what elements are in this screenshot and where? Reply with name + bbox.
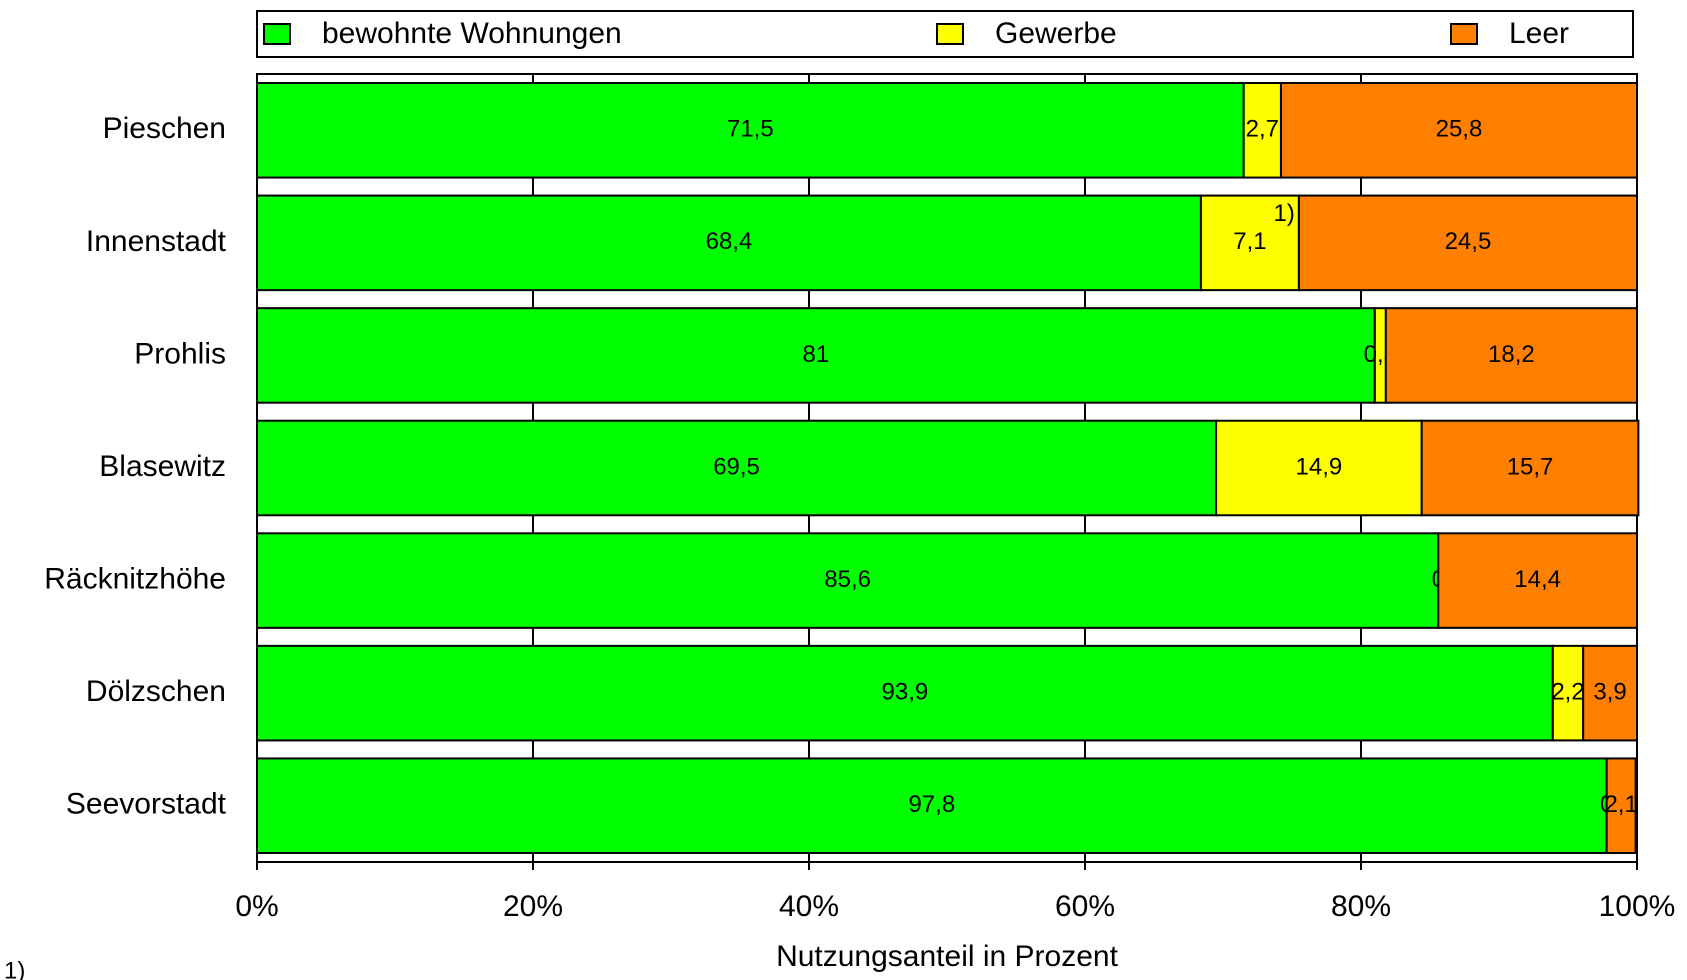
bar-segment bbox=[256, 194, 1202, 292]
data-label: 3,9 bbox=[1593, 678, 1626, 705]
x-tick-label: 0% bbox=[235, 890, 278, 923]
data-label: 97,8 bbox=[908, 791, 955, 818]
y-tick-label: Prohlis bbox=[134, 337, 226, 370]
bar-segment bbox=[256, 82, 1245, 179]
bar-segment bbox=[1279, 82, 1638, 179]
bar-segment bbox=[1582, 644, 1639, 742]
y-tick-label: Innenstadt bbox=[86, 225, 227, 258]
bar-segment bbox=[256, 307, 1376, 404]
legend-label: Leer bbox=[1509, 17, 1569, 50]
data-label: 15,7 bbox=[1507, 453, 1554, 480]
bar-segment bbox=[1215, 419, 1423, 517]
bar-segment bbox=[1420, 419, 1640, 517]
data-label: 24,5 bbox=[1445, 228, 1492, 255]
legend-swatch bbox=[1450, 23, 1478, 45]
data-label: 14,9 bbox=[1296, 453, 1343, 480]
data-label: 7,1 bbox=[1233, 228, 1266, 255]
legend-label: Gewerbe bbox=[995, 17, 1117, 50]
data-label: 71,5 bbox=[727, 116, 774, 143]
y-tick-label: Dölzschen bbox=[86, 675, 226, 708]
y-tick-label: Seevorstadt bbox=[66, 788, 227, 821]
y-tick-label: Pieschen bbox=[103, 112, 226, 145]
x-tick-label: 60% bbox=[1055, 890, 1115, 923]
bar-segment bbox=[1242, 82, 1282, 179]
x-tick-label: 20% bbox=[503, 890, 563, 923]
data-label: 69,5 bbox=[713, 453, 760, 480]
bar-segment bbox=[1437, 532, 1639, 629]
data-label: 14,4 bbox=[1514, 566, 1561, 593]
legend-label: bewohnte Wohnungen bbox=[322, 17, 622, 50]
bar-segment bbox=[1199, 194, 1300, 292]
x-tick-label: 40% bbox=[779, 890, 839, 923]
bar-segment bbox=[1551, 644, 1585, 742]
x-tick-label: 100% bbox=[1599, 890, 1676, 923]
data-label: 18,2 bbox=[1488, 341, 1535, 368]
data-label: 2,2 bbox=[1551, 678, 1584, 705]
legend-swatch bbox=[936, 23, 964, 45]
y-tick-label: Blasewitz bbox=[99, 450, 226, 483]
bar-segment bbox=[1297, 194, 1639, 292]
data-label: 85,6 bbox=[824, 566, 871, 593]
bar-segment bbox=[256, 532, 1440, 629]
data-label: 93,9 bbox=[882, 678, 929, 705]
bar-segment bbox=[1605, 757, 1637, 854]
bar-segment bbox=[256, 644, 1554, 742]
data-label: 81 bbox=[803, 341, 830, 368]
x-tick-label: 80% bbox=[1331, 890, 1391, 923]
legend-swatch bbox=[263, 23, 291, 45]
data-label: 2,1 bbox=[1604, 791, 1637, 818]
data-label: 25,8 bbox=[1436, 116, 1483, 143]
bar-segment bbox=[1384, 307, 1638, 404]
y-tick-label: Räcknitzhöhe bbox=[44, 562, 226, 595]
bar-segment bbox=[256, 757, 1608, 854]
data-label: 68,4 bbox=[706, 228, 753, 255]
x-axis-label: Nutzungsanteil in Prozent bbox=[776, 940, 1119, 973]
annotation: 1) bbox=[1274, 200, 1295, 227]
footnote: 1) bbox=[4, 957, 25, 980]
bar-segment bbox=[256, 419, 1218, 517]
data-label: 2,7 bbox=[1246, 116, 1279, 143]
